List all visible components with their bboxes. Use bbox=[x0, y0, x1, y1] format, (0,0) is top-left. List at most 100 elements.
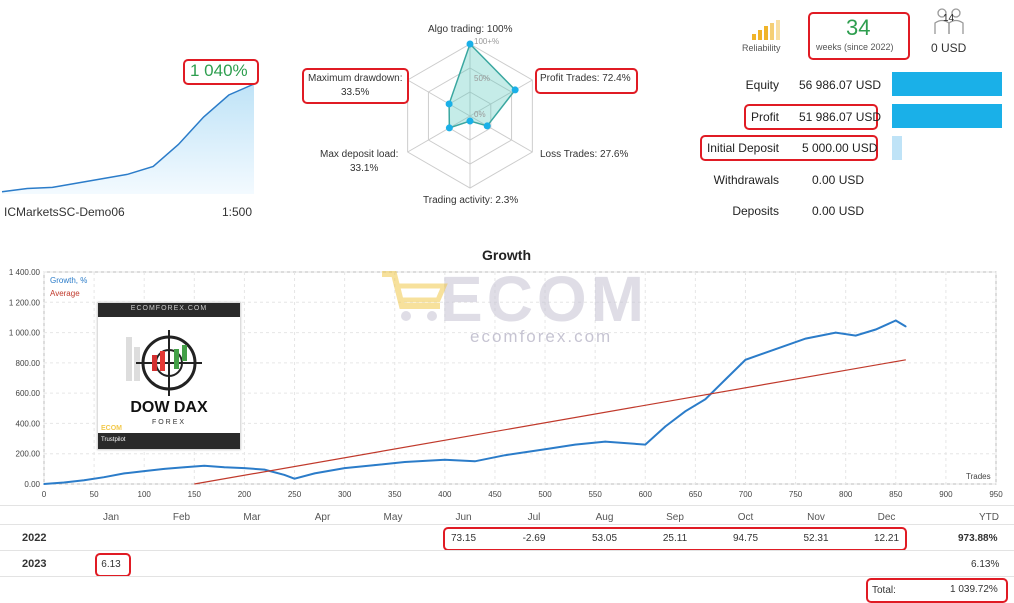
growth-point bbox=[704, 398, 707, 400]
growth-point bbox=[243, 467, 246, 469]
month-header: Jan bbox=[102, 512, 120, 523]
initial-deposit-bar bbox=[892, 136, 902, 160]
y-tick-label: 1 400.00 bbox=[9, 268, 41, 277]
growth-point bbox=[804, 337, 807, 340]
equity-bar bbox=[892, 72, 1002, 96]
x-tick-label: 500 bbox=[538, 490, 552, 499]
growth-point bbox=[283, 474, 286, 476]
growth-point bbox=[774, 348, 777, 351]
growth-point bbox=[474, 460, 476, 463]
table-line-1 bbox=[0, 524, 1014, 525]
deposits-label: Deposits bbox=[732, 204, 779, 218]
radar-label-activity: Trading activity: 2.3% bbox=[423, 195, 519, 206]
x-tick-label: 700 bbox=[739, 490, 753, 499]
weeks-highlight bbox=[808, 12, 910, 60]
y-tick-label: 0.00 bbox=[24, 480, 40, 489]
x-tick-label: 550 bbox=[588, 490, 602, 499]
growth-point bbox=[43, 483, 45, 485]
radar-label-profit: Profit Trades: 72.4% bbox=[540, 73, 631, 84]
withdrawals-label: Withdrawals bbox=[713, 173, 779, 187]
growth-point bbox=[223, 466, 226, 469]
month-header: Oct bbox=[737, 512, 754, 523]
month-cell: 73.15 bbox=[450, 533, 477, 544]
watermark-brand: ECOM bbox=[440, 263, 648, 335]
equity-label: Equity bbox=[745, 78, 779, 92]
y-tick-label: 600.00 bbox=[16, 389, 41, 398]
month-cell: 6.13 bbox=[101, 559, 121, 570]
x-tick-label: 50 bbox=[90, 490, 99, 499]
subscribers-count: 14 bbox=[943, 13, 955, 24]
radar-spoke bbox=[469, 115, 533, 153]
growth-point bbox=[544, 448, 546, 450]
ytd-2022: 973.88% bbox=[958, 533, 998, 544]
table-top-line bbox=[0, 505, 1014, 506]
cart-icon bbox=[382, 271, 448, 321]
radar-ring-50: 50% bbox=[474, 74, 491, 83]
badge-mini-brand: ECOM bbox=[101, 425, 122, 432]
y-tick-label: 400.00 bbox=[16, 419, 41, 428]
year-2022: 2022 bbox=[22, 532, 47, 544]
growth-point bbox=[83, 479, 85, 482]
x-tick-label: 100 bbox=[138, 490, 152, 499]
radar-point bbox=[483, 122, 491, 130]
x-tick-label: 450 bbox=[488, 490, 502, 499]
legend-average: Average bbox=[50, 289, 80, 298]
radar-point bbox=[466, 117, 474, 125]
initial-deposit-highlight bbox=[700, 135, 878, 161]
month-cell: -2.69 bbox=[522, 533, 546, 544]
month-header: May bbox=[383, 512, 403, 523]
profit-value: 51 986.07 USD bbox=[799, 110, 882, 124]
equity-value: 56 986.07 USD bbox=[799, 78, 882, 92]
legend-growth: Growth, % bbox=[50, 276, 88, 285]
radar-ring-100: 100+% bbox=[474, 37, 500, 46]
y-tick-label: 200.00 bbox=[16, 450, 41, 459]
month-header: Apr bbox=[314, 512, 331, 523]
x-tick-label: 800 bbox=[839, 490, 853, 499]
growth-point bbox=[163, 468, 166, 470]
profit-trades-highlight bbox=[535, 68, 638, 94]
crosshair-icon bbox=[126, 330, 202, 396]
growth-point bbox=[684, 410, 687, 413]
month-header: Nov bbox=[807, 512, 825, 523]
badge-subtitle: FOREX bbox=[151, 419, 187, 426]
weeks-sub: weeks (since 2022) bbox=[816, 42, 894, 52]
radar-point bbox=[445, 124, 453, 132]
growth-point bbox=[894, 319, 897, 322]
table-line-2 bbox=[0, 550, 1014, 551]
growth-point bbox=[504, 454, 506, 457]
profit-label: Profit bbox=[750, 110, 779, 124]
month-cell: 12.21 bbox=[873, 533, 900, 544]
growth-point bbox=[874, 328, 877, 331]
sparkline-line bbox=[1, 83, 255, 193]
growth-point bbox=[123, 472, 125, 475]
x-tick-label: 750 bbox=[789, 490, 803, 499]
growth-point bbox=[313, 472, 316, 475]
radar-point bbox=[445, 100, 453, 108]
initial-deposit-value: 5 000.00 USD bbox=[802, 141, 878, 155]
growth-point bbox=[203, 465, 206, 467]
month-cell: 53.05 bbox=[591, 533, 618, 544]
month-cell: 94.75 bbox=[732, 533, 759, 544]
month-header: Feb bbox=[172, 512, 191, 523]
ytd-2023: 6.13% bbox=[971, 559, 1000, 570]
x-tick-label: 600 bbox=[639, 490, 653, 499]
x-tick-label: 950 bbox=[989, 490, 1003, 499]
x-tick-label: 250 bbox=[288, 490, 302, 499]
radar-label-loss: Loss Trades: 27.6% bbox=[540, 149, 629, 160]
growth-point bbox=[574, 443, 576, 446]
total-label: Total: bbox=[872, 585, 896, 596]
growth-point bbox=[744, 359, 747, 361]
badge-bottombar bbox=[98, 433, 240, 449]
growth-point bbox=[293, 477, 296, 480]
month-cell: 52.31 bbox=[803, 533, 829, 544]
year-2023: 2023 bbox=[22, 558, 47, 570]
radar-label-algo: Algo trading: 100% bbox=[428, 24, 513, 35]
deposits-value: 0.00 USD bbox=[812, 204, 865, 218]
radar-spoke bbox=[407, 115, 471, 153]
month-header: Mar bbox=[243, 512, 261, 523]
sparkline-area bbox=[2, 84, 254, 194]
radar-value-drawdown: 33.5% bbox=[341, 87, 370, 98]
weeks-value: 34 bbox=[846, 15, 871, 40]
growth-point bbox=[183, 466, 186, 469]
month-header: Aug bbox=[595, 512, 614, 523]
